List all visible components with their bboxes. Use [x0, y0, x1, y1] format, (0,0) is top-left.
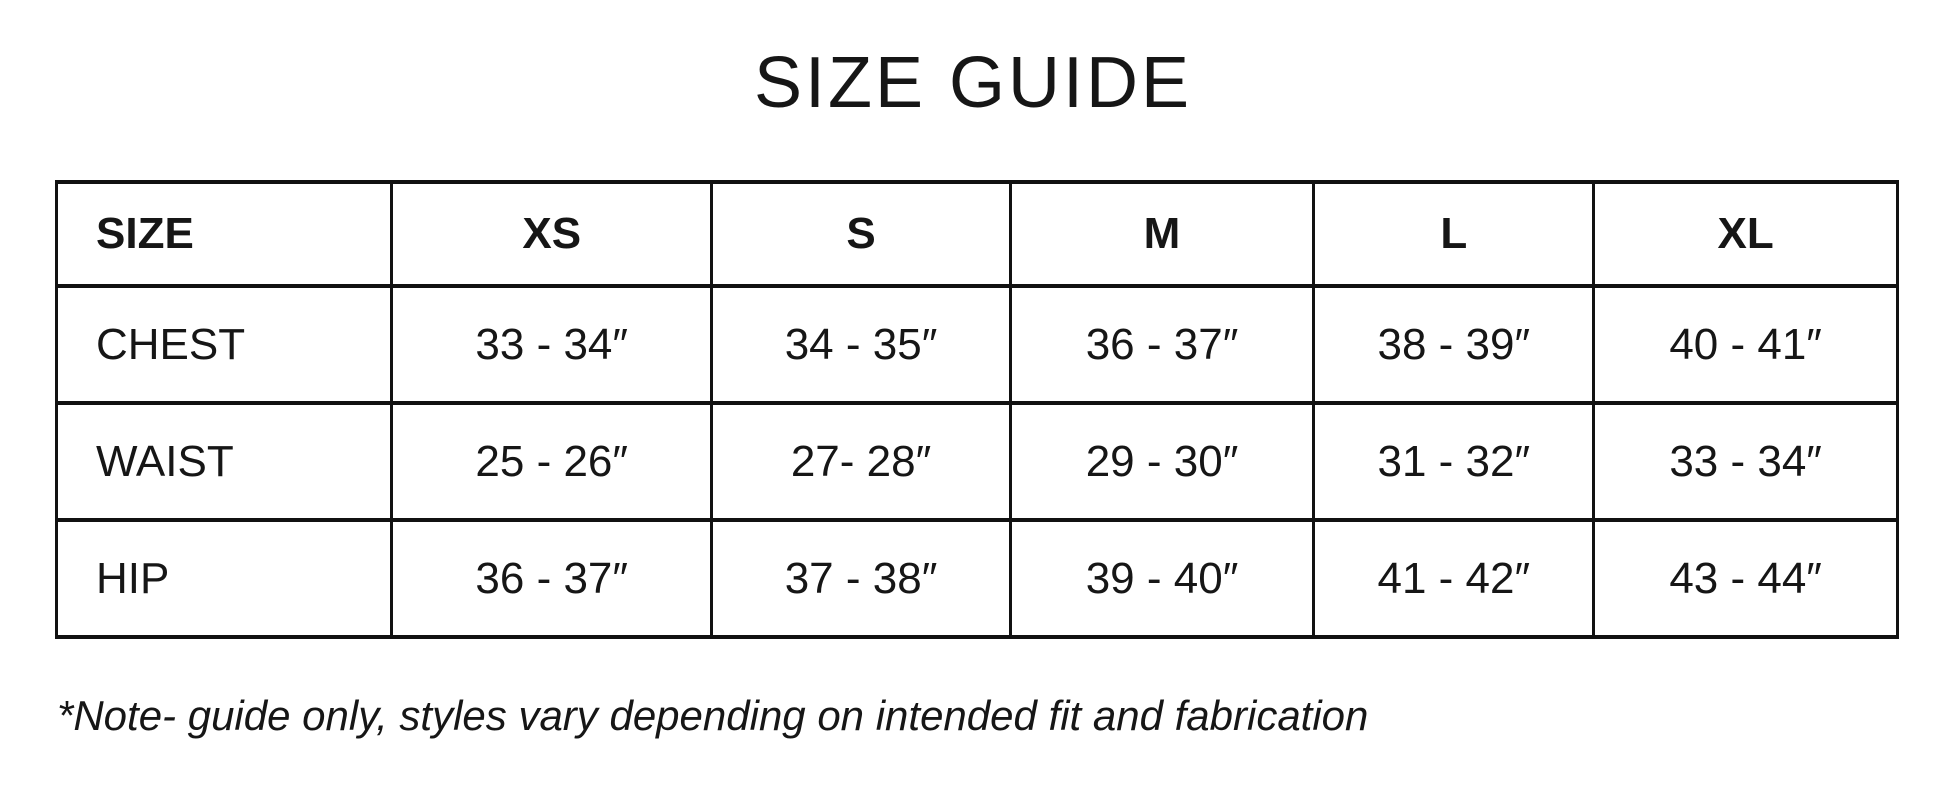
measurement-cell: 36 - 37″: [1008, 284, 1316, 405]
measurement-cell: 33 - 34″: [1592, 401, 1899, 522]
row-label-waist: WAIST: [54, 401, 394, 522]
column-header-s: S: [710, 180, 1012, 288]
header-row: SIZE XS S M L XL: [54, 180, 1899, 288]
measurement-cell: 41 - 42″: [1312, 518, 1596, 639]
column-header-m: M: [1008, 180, 1316, 288]
measurement-cell: 39 - 40″: [1008, 518, 1316, 639]
table-row-hip: HIP 36 - 37″ 37 - 38″ 39 - 40″ 41 - 42″ …: [54, 518, 1899, 639]
page-title: SIZE GUIDE: [753, 43, 1193, 123]
measurement-cell: 37 - 38″: [710, 518, 1012, 639]
table-row-chest: CHEST 33 - 34″ 34 - 35″ 36 - 37″ 38 - 39…: [54, 284, 1899, 405]
column-header-l: L: [1312, 180, 1596, 288]
measurement-cell: 25 - 26″: [390, 401, 714, 522]
column-header-size: SIZE: [54, 180, 394, 288]
measurement-cell: 31 - 32″: [1312, 401, 1596, 522]
measurement-cell: 40 - 41″: [1592, 284, 1899, 405]
measurement-cell: 33 - 34″: [390, 284, 714, 405]
measurement-cell: 43 - 44″: [1592, 518, 1899, 639]
size-guide-table-container: SIZE XS S M L XL CHEST 33 - 34″ 34 - 35″…: [54, 180, 1899, 639]
footnote: *Note- guide only, styles vary depending…: [57, 692, 1369, 739]
row-label-hip: HIP: [54, 518, 394, 639]
column-header-xs: XS: [390, 180, 714, 288]
measurement-cell: 27- 28″: [710, 401, 1012, 522]
measurement-cell: 38 - 39″: [1312, 284, 1596, 405]
row-label-chest: CHEST: [54, 284, 394, 405]
size-table: SIZE XS S M L XL CHEST 33 - 34″ 34 - 35″…: [54, 180, 1899, 639]
column-header-xl: XL: [1592, 180, 1899, 288]
measurement-cell: 36 - 37″: [390, 518, 714, 639]
measurement-cell: 29 - 30″: [1008, 401, 1316, 522]
table-row-waist: WAIST 25 - 26″ 27- 28″ 29 - 30″ 31 - 32″…: [54, 401, 1899, 522]
measurement-cell: 34 - 35″: [710, 284, 1012, 405]
